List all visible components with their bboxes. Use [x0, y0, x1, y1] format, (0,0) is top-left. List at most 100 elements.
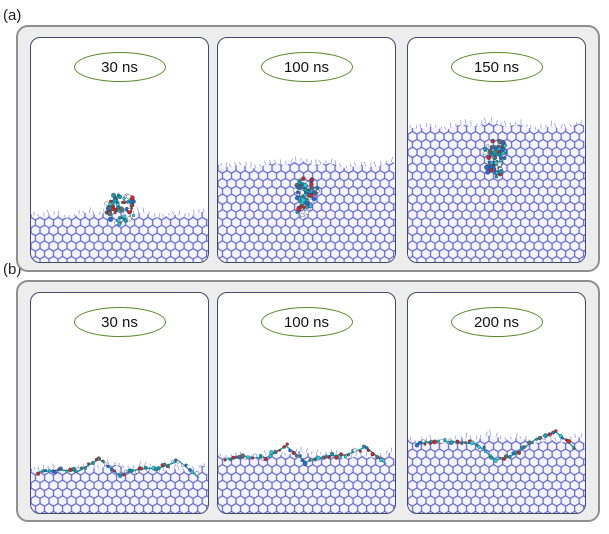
- molecule-cluster-atom: [125, 194, 132, 200]
- molecule-chain-atom: [188, 468, 192, 472]
- molecule-embedded-atom: [301, 176, 306, 181]
- molecule-cluster-atom: [119, 218, 124, 222]
- molecule-embedded-atom: [502, 156, 507, 161]
- panel-b-group: 30 ns 100 ns 200 ns: [16, 280, 600, 522]
- molecule-embedded-atom: [296, 185, 300, 190]
- molecule-chain-atom: [429, 439, 433, 444]
- molecule-chain-atom: [231, 455, 236, 460]
- molecule-chain-atom: [535, 437, 539, 441]
- molecule-embedded-atom: [308, 204, 313, 209]
- molecule: [104, 192, 136, 227]
- molecule-embedded-atom: [497, 147, 501, 151]
- molecule-chain-atom: [315, 455, 321, 461]
- molecule-chain-atom: [83, 466, 88, 470]
- molecule-chain-atom: [90, 461, 95, 465]
- molecule-embedded-atom: [492, 149, 498, 155]
- molecule-chain-atom: [508, 455, 512, 459]
- molecule-embedded-atom: [486, 155, 492, 161]
- molecule-chain-atom: [523, 445, 527, 449]
- molecule-chain-atom: [282, 445, 286, 449]
- molecule-embedded-atom: [316, 187, 320, 191]
- molecule-embedded-atom: [310, 177, 315, 182]
- molecule-embedded-atom: [300, 197, 306, 203]
- frame-a-2-scene: [218, 156, 395, 262]
- molecule-cluster-atom: [112, 198, 118, 204]
- molecule: [414, 429, 577, 463]
- molecule-cluster-atom: [108, 199, 113, 203]
- molecule-embedded-atom: [483, 147, 488, 152]
- molecule-chain-atom: [44, 469, 48, 472]
- molecule-embedded-atom: [497, 139, 503, 145]
- molecule-cluster-atom: [117, 222, 122, 227]
- molecule-embedded-atom: [485, 169, 491, 175]
- molecule-embedded-atom: [300, 213, 305, 218]
- molecule-chain-atom: [129, 468, 134, 473]
- molecule-chain-atom: [421, 439, 426, 443]
- molecule-chain-atom: [71, 466, 76, 471]
- molecule-cluster-atom: [113, 211, 117, 215]
- molecule-chain-atom: [432, 439, 437, 445]
- molecule-embedded-atom: [314, 192, 318, 196]
- surface-fringe: [409, 117, 583, 130]
- molecule-chain-atom: [245, 455, 250, 460]
- molecule-embedded-atom: [484, 164, 490, 170]
- molecule-embedded-atom: [497, 152, 502, 156]
- molecule-chain-atom: [294, 454, 298, 458]
- molecule-chain-atom: [530, 441, 534, 445]
- molecule-chain-atom: [375, 455, 380, 460]
- molecule-chain-atom: [285, 442, 289, 446]
- molecule-chain-atom: [103, 462, 108, 466]
- molecule: [36, 456, 200, 479]
- molecule-embedded-atom: [311, 196, 317, 202]
- molecule-chain-atom: [302, 461, 308, 466]
- molecule-embedded-atom: [305, 206, 309, 210]
- molecule-cluster-atom: [122, 214, 127, 219]
- molecule-chain-atom: [96, 456, 101, 461]
- hexagonal-lattice: [31, 464, 208, 513]
- molecule-chain-atom: [269, 450, 274, 455]
- molecule-embedded-atom: [483, 153, 487, 157]
- molecule-embedded-atom: [304, 210, 310, 215]
- molecule-embedded-atom: [303, 187, 308, 193]
- molecule-cluster-atom: [107, 211, 113, 217]
- molecule-chain-atom: [477, 445, 481, 449]
- time-label-b-2: 100 ns: [260, 307, 353, 337]
- frame-a-1-scene: [31, 192, 208, 262]
- molecule: [293, 176, 320, 220]
- molecule-chain-atom: [223, 458, 227, 462]
- panel-a-group: 30 ns 100 ns 150 ns: [16, 25, 600, 272]
- molecule-cluster-atom: [104, 201, 110, 207]
- molecule-cluster-atom: [130, 203, 135, 208]
- molecule-embedded-atom: [489, 160, 494, 165]
- molecule-chain-atom: [228, 458, 232, 462]
- molecule-embedded-atom: [307, 188, 311, 192]
- molecule-chain-atom: [343, 455, 347, 459]
- molecule-chain-atom: [101, 459, 105, 463]
- molecule-embedded-atom: [296, 206, 302, 212]
- molecule-chain-atom: [278, 448, 282, 452]
- molecule-chain-atom: [517, 450, 522, 455]
- molecule-chain-atom: [146, 468, 150, 472]
- molecule-chain-atom: [449, 440, 454, 445]
- molecule-chain-atom: [566, 439, 572, 444]
- molecule-chain-atom: [176, 460, 180, 464]
- molecule-cluster-atom: [114, 221, 119, 226]
- molecule-chain-atom: [358, 449, 362, 453]
- molecule-chain-atom: [469, 440, 475, 446]
- frame-b-2-scene: [218, 442, 395, 513]
- frame-b-1-scene: [31, 456, 208, 513]
- molecule-embedded-atom: [493, 160, 499, 166]
- molecule-chain-atom: [484, 449, 488, 454]
- molecule-chain-atom: [268, 453, 273, 458]
- molecule-chain-atom: [118, 473, 123, 478]
- molecule-chain-atom: [310, 458, 314, 462]
- molecule-chain-atom: [460, 441, 464, 446]
- molecule-chain-atom: [366, 448, 371, 453]
- molecule-embedded-atom: [492, 164, 496, 169]
- molecule-chain-atom: [330, 451, 335, 456]
- frame-a-2: 100 ns: [217, 37, 396, 263]
- molecule-chain-atom: [86, 462, 91, 466]
- molecule-chain-atom: [554, 429, 558, 433]
- hexagonal-lattice: [31, 210, 208, 262]
- molecule-chain-atom: [339, 452, 344, 457]
